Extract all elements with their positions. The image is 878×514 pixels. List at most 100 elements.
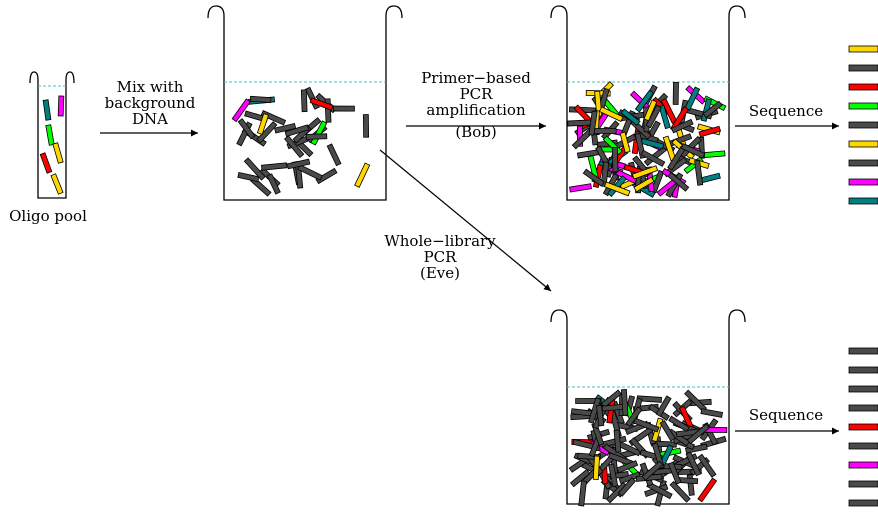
- sequence-output-bottom: [848, 347, 878, 507]
- primer-pcr-label-line: amplification: [426, 101, 526, 119]
- background-strand: [315, 167, 338, 185]
- background-strand: [655, 395, 672, 418]
- mixed-strands: [231, 86, 371, 197]
- background-strand: [608, 463, 619, 488]
- background-strand: [567, 119, 594, 127]
- oligo-pool-label: Oligo pool: [9, 207, 87, 225]
- background-strand: [700, 408, 724, 418]
- sequenced-read: [848, 461, 878, 469]
- background-strand: [249, 95, 272, 104]
- sequenced-read: [848, 64, 878, 72]
- oligo-strand: [42, 99, 52, 121]
- oligo-strand: [45, 124, 55, 146]
- sequence-label-top: Sequence: [748, 102, 824, 120]
- background-strand: [620, 388, 629, 416]
- sequenced-read: [848, 83, 878, 91]
- oligo-strand: [592, 455, 600, 480]
- oligo-strand: [643, 99, 658, 122]
- primer-pcr-label-line: (Bob): [455, 123, 497, 141]
- oligo-strand: [698, 125, 721, 138]
- oligo-strand: [309, 97, 334, 111]
- background-strand: [625, 406, 643, 427]
- oligo-strand: [619, 131, 631, 154]
- background-strand: [305, 133, 328, 140]
- whole-library-pcr-label: Whole−library PCR (Eve): [370, 233, 510, 281]
- background-strand: [685, 451, 702, 477]
- background-strand: [616, 460, 639, 474]
- background-strand: [685, 443, 708, 454]
- sequenced-read: [848, 159, 878, 167]
- background-strand: [582, 168, 605, 187]
- bob-beaker: [550, 5, 746, 201]
- oligo-strand: [39, 152, 53, 174]
- sequenced-read: [848, 347, 878, 355]
- whole-library-pcr-arrow: [379, 149, 552, 292]
- oligo-strand: [697, 477, 718, 503]
- oligo-strand: [52, 142, 64, 164]
- background-strand: [617, 477, 637, 497]
- background-strand: [261, 162, 288, 171]
- whole-library-label-line: Whole−library: [384, 232, 496, 250]
- background-strand: [702, 100, 723, 119]
- background-strand: [680, 143, 706, 159]
- oligo-strand: [620, 108, 641, 126]
- sequence-output-top: [848, 45, 878, 205]
- background-strand: [256, 121, 278, 144]
- background-strand: [672, 82, 679, 105]
- oligo-pool-strands: [39, 95, 65, 195]
- eve-beaker: [550, 309, 746, 507]
- sequenced-read: [848, 423, 878, 431]
- mix-label-line: DNA: [132, 110, 168, 128]
- background-strand: [297, 164, 323, 181]
- background-strand: [645, 104, 662, 129]
- background-strand: [588, 110, 598, 136]
- background-strand: [640, 149, 666, 167]
- sequenced-read: [848, 102, 878, 110]
- sequenced-read: [848, 178, 878, 186]
- oligo-strand: [50, 173, 64, 195]
- sequenced-read: [848, 404, 878, 412]
- oligo-tube: [29, 71, 75, 199]
- background-strand: [324, 98, 332, 123]
- background-strand: [600, 389, 622, 408]
- background-strand: [670, 118, 694, 134]
- oligo-strand: [603, 181, 631, 197]
- background-strand: [570, 468, 591, 488]
- oligo-strand: [633, 176, 655, 193]
- background-strand: [362, 114, 370, 138]
- mixed-beaker: [207, 5, 403, 201]
- background-strand: [284, 124, 310, 137]
- oligo-strand: [598, 106, 624, 122]
- background-strand: [641, 460, 664, 481]
- sequenced-read: [848, 45, 878, 53]
- background-strand: [697, 453, 717, 478]
- primer-pcr-label-line: Primer−based: [421, 69, 531, 87]
- sequenced-read: [848, 121, 878, 129]
- sequenced-read: [848, 140, 878, 148]
- background-strand: [667, 171, 690, 192]
- oligo-strand: [634, 89, 655, 113]
- background-strand: [243, 157, 266, 181]
- background-strand: [668, 415, 690, 433]
- sequenced-read: [848, 499, 878, 507]
- background-strand: [237, 118, 256, 140]
- sequenced-read: [848, 480, 878, 488]
- background-strand: [686, 423, 710, 445]
- background-strand: [260, 110, 287, 126]
- bob-amplified-strands: [567, 81, 727, 198]
- background-strand: [667, 461, 682, 485]
- primer-pcr-label-line: PCR: [459, 85, 493, 103]
- background-strand: [611, 146, 619, 173]
- oligo-strand: [57, 95, 65, 117]
- background-strand: [578, 480, 587, 507]
- sequenced-read: [848, 385, 878, 393]
- mix-label: Mix with background DNA: [100, 79, 200, 127]
- background-strand: [651, 442, 665, 470]
- mix-label-line: Mix with: [116, 78, 184, 96]
- background-strand: [595, 404, 605, 427]
- sequenced-read: [848, 197, 878, 205]
- oligo-strand: [231, 98, 251, 123]
- mix-label-line: background: [104, 94, 196, 112]
- background-strand: [284, 135, 305, 159]
- primer-pcr-label: Primer−based PCR amplification (Bob): [406, 70, 546, 140]
